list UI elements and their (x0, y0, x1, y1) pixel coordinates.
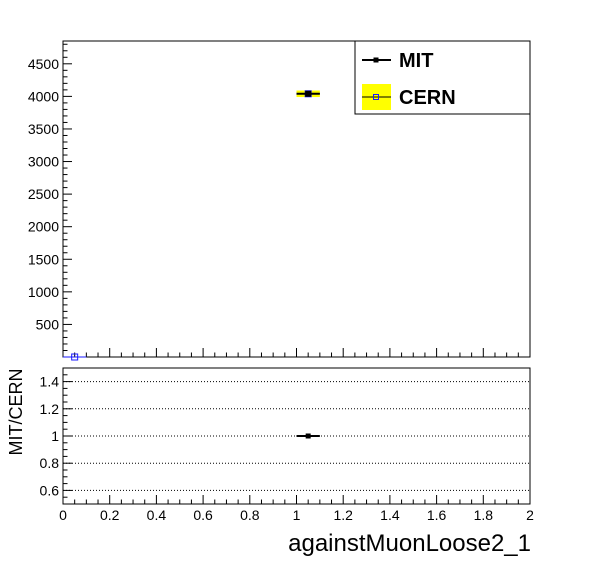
x-tick-label: 1.6 (427, 507, 447, 523)
main-y-tick-label: 3000 (28, 154, 59, 170)
ratio-y-tick-label: 0.8 (40, 455, 60, 471)
main-y-tick-label: 1000 (28, 284, 59, 300)
x-tick-label: 0.2 (100, 507, 120, 523)
x-axis-label: againstMuonLoose2_1 (288, 530, 531, 557)
main-panel: 500 1000 1500 2000 2500 3000 3500 4000 4500 (28, 40, 531, 361)
x-tick-label: 1 (293, 507, 301, 523)
ratio-y-tick-label: 1.2 (40, 401, 60, 417)
ratio-y-tick-label: 1.4 (40, 374, 60, 390)
main-y-tick-label: 500 (36, 316, 60, 332)
mit-marker (305, 90, 312, 97)
main-y-tick-label: 1500 (28, 251, 59, 267)
main-y-tick-label: 2500 (28, 186, 59, 202)
x-tick-label: 1.2 (333, 507, 353, 523)
legend-mit-label: MIT (399, 50, 433, 72)
x-tick-label: 2 (526, 507, 534, 523)
legend-cern-label: CERN (399, 87, 456, 109)
main-y-tick-label: 2000 (28, 219, 59, 235)
x-tick-label: 0.8 (240, 507, 260, 523)
ratio-y-axis-label: MIT/CERN (6, 369, 26, 456)
legend-cern-marker (373, 94, 379, 100)
main-y-tick-label: 4000 (28, 88, 59, 104)
x-tick-label: 0.4 (147, 507, 167, 523)
main-y-tick-label: 3500 (28, 121, 59, 137)
ratio-y-tick-label: 1 (51, 428, 59, 444)
ratio-panel: 0.6 0.8 1 1.2 1.4 0 0.2 0.4 0.6 0.8 1 1.2 1.4 1.6 1.8 2 (40, 367, 534, 523)
ratio-y-tick-label: 0.6 (40, 482, 60, 498)
main-y-tick-label: 4500 (28, 56, 59, 72)
x-tick-label: 0.6 (193, 507, 213, 523)
legend-box (354, 40, 531, 115)
x-tick-label: 1.4 (380, 507, 400, 523)
legend: MIT CERN (354, 40, 531, 115)
cern-marker (71, 353, 79, 361)
x-tick-label: 0 (59, 507, 67, 523)
x-tick-label: 1.8 (474, 507, 494, 523)
ratio-marker (305, 433, 311, 439)
legend-mit-marker (373, 57, 379, 63)
